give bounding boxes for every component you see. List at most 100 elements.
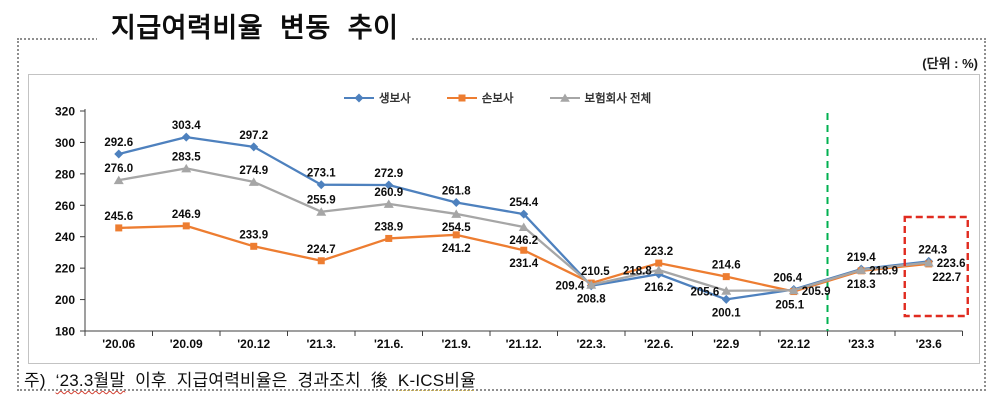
data-label: 261.8 [442,185,471,197]
data-point-marker [113,175,124,185]
data-label: 245.6 [104,211,133,223]
data-point-marker [384,180,394,190]
legend-label: 손보사 [481,93,514,105]
data-label: 218.9 [869,265,898,277]
data-point-marker [721,294,731,304]
x-tick-label: '23.6 [916,337,943,351]
data-label: 218.3 [847,279,876,291]
x-tick-label: '21.12. [506,337,542,351]
x-tick-label: '23.3 [848,337,875,351]
data-label: 231.4 [509,258,538,270]
x-tick-label: '20.12 [237,337,270,351]
data-label: 210.5 [581,266,610,278]
data-label: 273.1 [307,168,336,180]
legend-item-nonlife-insurers: 손보사 [446,90,514,106]
data-label: 224.3 [918,244,947,256]
data-label: 223.6 [937,258,966,270]
data-label: 254.5 [442,222,471,234]
data-label: 283.5 [172,151,201,163]
page-title: 지급여력비율 변동 추이 [97,6,413,45]
line-square-marker-icon [446,94,477,102]
data-label: 200.1 [712,307,741,319]
x-tick-label: '21.3. [306,337,336,351]
x-tick-label: '22.12 [777,337,810,351]
data-point-marker [721,286,732,295]
data-label: 303.4 [172,120,201,132]
legend-item-life-insurers: 생보사 [344,90,411,106]
legend-item-all-insurers: 보험회사 전체 [549,90,652,106]
data-point-marker [249,142,259,152]
line-triangle-marker-icon [549,93,580,102]
x-tick-label: '22.6. [644,337,674,351]
data-label: 292.6 [104,137,133,149]
data-label: 260.9 [374,187,403,199]
unit-label: (단위 : %) [922,56,978,71]
data-point-marker [923,257,934,267]
data-label: 206.4 [773,273,802,285]
line-diamond-marker-icon [344,93,374,103]
data-label: 246.9 [172,209,201,221]
latest-period-highlight-box [903,215,969,318]
y-tick-label: 300 [55,136,75,150]
data-point-marker [451,197,461,207]
data-point-marker [181,132,191,142]
data-label: 238.9 [374,221,403,233]
data-point-marker [317,257,325,265]
data-label: 224.7 [307,244,336,256]
chart-legend: 생보사 손보사 보험회사 전체 [344,90,651,106]
data-label: 205.1 [775,300,804,312]
data-label: 276.0 [104,163,133,175]
data-point-marker [181,163,192,173]
data-point-marker [722,273,730,281]
data-label: 241.2 [442,243,471,255]
data-point-marker [655,259,663,267]
data-point-marker [248,177,259,186]
x-tick-label: '22.3. [576,337,606,351]
data-point-marker [452,231,460,239]
data-label: 255.9 [307,195,336,207]
data-label: 222.7 [932,272,961,284]
data-point-marker [385,234,393,242]
data-label: 219.4 [847,252,876,264]
data-point-marker [451,209,462,218]
data-point-marker [383,199,394,208]
data-label: 223.2 [644,246,673,258]
data-label: 205.9 [802,286,831,298]
data-point-marker [519,209,529,219]
data-label: 216.2 [644,282,673,294]
y-tick-label: 220 [55,262,75,276]
data-point-marker [250,242,258,250]
data-label: 254.4 [509,197,538,209]
x-tick-label: '20.09 [170,337,203,351]
footnote-prefix: 주) [24,371,56,390]
footnote-kics: K-ICS비율 [397,371,476,390]
data-point-marker [586,280,597,289]
data-point-marker [856,265,867,274]
data-label: 274.9 [239,165,268,177]
data-point-marker [114,149,124,159]
data-label: 218.8 [623,266,652,278]
data-label: 205.6 [690,286,719,298]
y-tick-label: 320 [55,105,75,119]
data-point-marker [115,224,123,232]
data-label: 209.4 [555,280,584,292]
data-label: 208.8 [577,294,606,306]
x-tick-label: '22.9 [713,337,740,351]
data-point-marker [518,222,529,231]
x-tick-label: '21.9. [441,337,471,351]
footnote-body: 이후 지급여력비율은 경과조치 後 [125,371,398,390]
data-point-marker [316,180,326,190]
footnote: 주) ‘23.3월말 이후 지급여력비율은 경과조치 後 K-ICS비율 [24,366,476,391]
legend-label: 보험회사 전체 [584,93,652,105]
solvency-ratio-line-chart: 180 200 220 240 260 280 300 320 '20.06 '20.09 '20.… [55,105,969,351]
data-point-marker [520,246,528,254]
y-tick-label: 200 [55,293,75,307]
data-point-marker [316,207,327,216]
y-tick-label: 280 [55,167,75,181]
x-tick-label: '20.06 [102,337,135,351]
y-tick-label: 240 [55,230,75,244]
chart-frame: 180 200 220 240 260 280 300 320 '20.06 '20.09 '20.… [28,74,980,364]
legend-label: 생보사 [379,93,411,105]
data-label: 214.6 [712,260,741,272]
data-label: 272.9 [374,168,403,180]
